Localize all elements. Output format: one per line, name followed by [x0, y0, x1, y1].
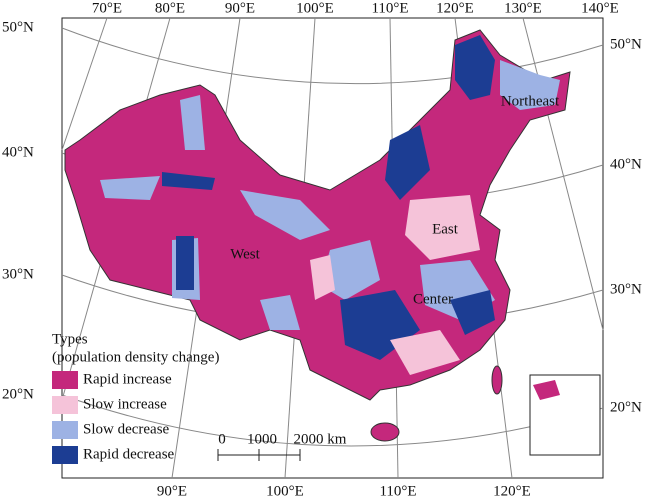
longitude-label: 120°E — [436, 0, 474, 16]
longitude-label: 80°E — [155, 0, 185, 16]
scale-label: 1000 — [247, 431, 277, 447]
latitude-label: 30°N — [610, 281, 642, 297]
legend-swatch — [52, 396, 78, 414]
latitude-label: 50°N — [610, 36, 642, 52]
legend-label: Rapid increase — [83, 371, 172, 387]
meridian — [61, 17, 108, 151]
region-label: Northeast — [501, 93, 560, 109]
scale-label: 0 — [218, 431, 226, 447]
longitude-label: 110°E — [379, 483, 416, 499]
longitude-label: 130°E — [504, 0, 542, 16]
longitude-label: 100°E — [266, 483, 304, 499]
region-label: West — [230, 246, 260, 262]
patch — [260, 295, 300, 330]
patch — [180, 95, 205, 150]
parallel — [61, 27, 604, 85]
meridian — [522, 17, 604, 331]
patch — [500, 60, 560, 110]
patch — [310, 255, 335, 300]
longitude-label: 120°E — [493, 483, 531, 499]
scale-label: 2000 km — [294, 431, 347, 447]
country — [64, 29, 571, 442]
longitude-label: 100°E — [296, 0, 334, 16]
patch — [320, 240, 380, 300]
island — [370, 422, 400, 442]
region-label: Center — [413, 291, 453, 307]
longitude-label: 90°E — [157, 483, 187, 499]
latitude-label: 50°N — [2, 19, 34, 35]
longitude-label: 70°E — [92, 0, 122, 16]
patch — [455, 35, 495, 100]
legend-swatch — [52, 371, 78, 389]
patch — [100, 176, 160, 200]
island — [491, 365, 503, 395]
longitude-label: 110°E — [371, 0, 408, 16]
region-label: East — [432, 221, 459, 237]
legend-label: Slow decrease — [83, 421, 170, 437]
legend-title: Types — [52, 331, 88, 347]
latitude-label: 40°N — [610, 156, 642, 172]
latitude-label: 20°N — [610, 399, 642, 415]
legend-swatch — [52, 421, 78, 439]
longitude-label: 90°E — [225, 0, 255, 16]
patch — [390, 330, 460, 375]
inset-area — [533, 380, 560, 400]
legend-label: Slow increase — [83, 396, 167, 412]
legend-label: Rapid decrease — [83, 446, 175, 462]
patch — [240, 190, 330, 240]
patch — [405, 195, 480, 260]
legend-subtitle: (population density change) — [52, 349, 219, 365]
parallel — [61, 394, 604, 447]
patch — [176, 236, 194, 290]
latitude-label: 30°N — [2, 266, 34, 282]
patch — [162, 172, 215, 190]
patch — [385, 125, 430, 200]
latitude-label: 40°N — [2, 144, 34, 160]
latitude-label: 20°N — [2, 386, 34, 402]
patch — [450, 290, 495, 335]
legend-swatch — [52, 446, 78, 464]
longitude-label: 140°E — [581, 0, 619, 16]
